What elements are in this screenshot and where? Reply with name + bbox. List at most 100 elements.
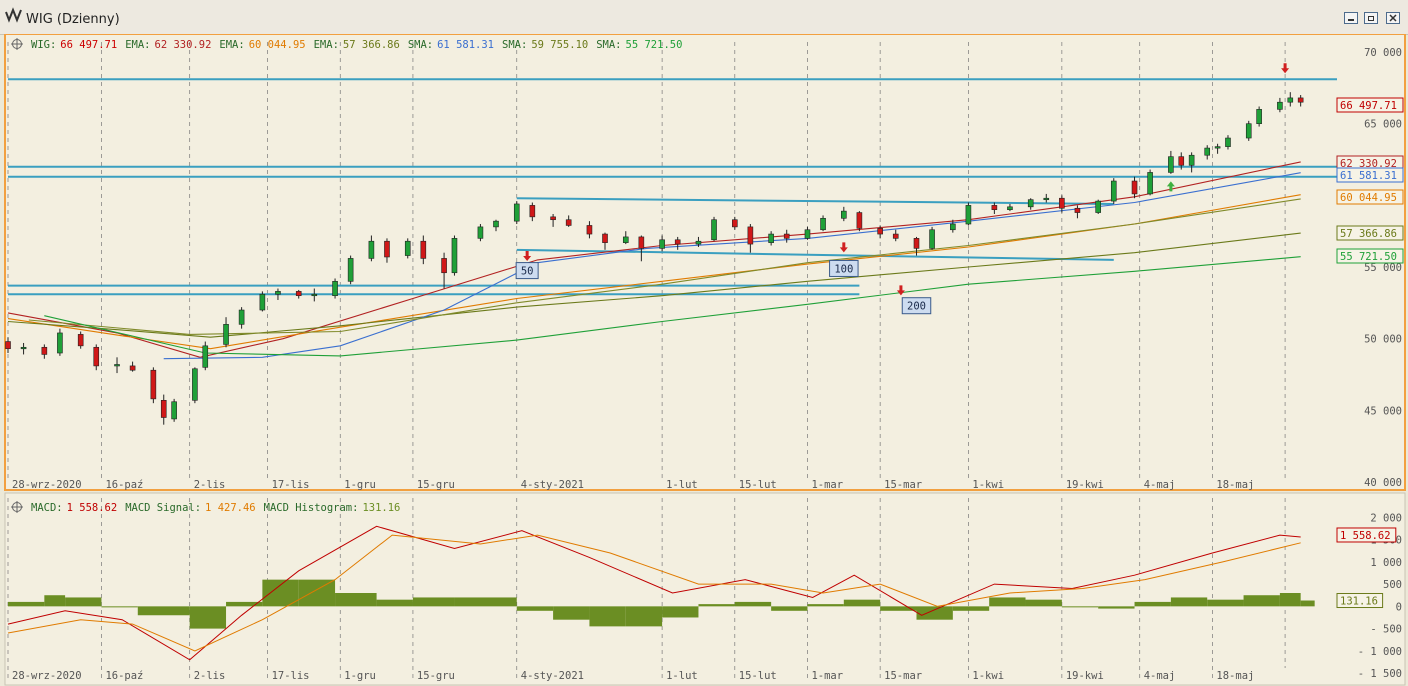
macd-tag-value: 1 558.62 (1340, 530, 1391, 542)
x-tick-label: 1-gru (344, 670, 376, 682)
x-tick-label: 1-kwi (972, 479, 1004, 491)
legend-value: 1 558.62 (67, 502, 118, 514)
ma-badges: 50 100 200 (515, 259, 932, 315)
signal-arrow-down (896, 285, 905, 296)
x-tick-label: 15-gru (417, 670, 455, 682)
histogram-bar (1134, 601, 1171, 607)
x-tick-label: 19-kwi (1066, 670, 1104, 682)
signal-arrow-up (1166, 181, 1175, 192)
candle (477, 224, 484, 242)
ma-period-badge: 200 (901, 297, 932, 315)
price-candles (5, 92, 1304, 425)
price-panel (4, 34, 1406, 491)
legend-value: 62 330.92 (155, 39, 212, 51)
candle (1245, 120, 1252, 141)
candle (20, 342, 27, 355)
candle (550, 213, 556, 227)
x-tick-label: 2-lis (194, 670, 226, 682)
candle (747, 224, 754, 253)
ma-line-ema (7, 161, 1301, 358)
histogram-bar (553, 606, 590, 620)
y-tick-label: 1 000 (1370, 557, 1402, 569)
trend-line[interactable] (516, 197, 1114, 205)
x-tick-label: 4-maj (1144, 670, 1176, 682)
trend-line[interactable] (516, 248, 1114, 261)
price-tag: 61 581.31 (1336, 167, 1404, 183)
price-tag-value: 57 366.86 (1340, 228, 1397, 240)
candle (332, 278, 338, 299)
legend-label: SMA: (596, 39, 621, 51)
macd-signal-line (7, 534, 1301, 652)
candle (638, 235, 645, 262)
histogram-bar (771, 606, 808, 611)
candle (674, 236, 681, 250)
candle (695, 236, 702, 247)
app-icon (5, 7, 22, 23)
legend-value: 55 721.50 (626, 39, 683, 51)
restore-button[interactable] (1364, 12, 1378, 24)
candle (856, 211, 863, 232)
legend-label: MACD Histogram: (264, 502, 359, 514)
candle (420, 235, 427, 265)
histogram-bar (454, 597, 517, 607)
y-tick-label: - 500 (1370, 624, 1402, 636)
close-button[interactable] (1386, 12, 1400, 24)
candle (41, 344, 48, 359)
legend-label: WIG: (31, 39, 56, 51)
price-tag: 55 721.50 (1336, 248, 1404, 264)
candle (1110, 178, 1117, 204)
x-tick-label: 18-maj (1216, 479, 1254, 491)
histogram-bar (262, 579, 299, 607)
legend-value: 60 044.95 (249, 39, 306, 51)
candle (451, 235, 458, 276)
histogram-bar (376, 599, 413, 607)
x-tick-label: 17-lis (272, 670, 310, 682)
price-panel-move-icon[interactable] (11, 38, 23, 50)
macd-tag: 1 558.62 (1336, 527, 1397, 543)
candle (586, 221, 593, 239)
candle (711, 216, 717, 242)
ma-badge-label: 200 (907, 301, 926, 313)
y-tick-label: 40 000 (1364, 477, 1402, 489)
price-legend: WIG: 66 497.71 EMA: 62 330.92 EMA: 60 044.95 E… (31, 39, 682, 51)
horizontal-levels (8, 78, 1337, 296)
x-tick-label: 1-mar (811, 479, 843, 491)
macd-x-axis: 28-wrz-2020 16-paź 2-lis 17-lis 1-gru 15-gru 4… (12, 670, 1254, 682)
candle (441, 252, 447, 289)
candle (768, 231, 774, 246)
candle (404, 238, 411, 259)
minimize-icon (1348, 19, 1354, 21)
ma-badge-label: 100 (834, 263, 853, 275)
histogram-bar (1061, 606, 1099, 608)
window-title: WIG (Dzienny) (26, 12, 120, 27)
x-tick-label: 4-maj (1144, 479, 1176, 491)
y-tick-label: 0 (1396, 601, 1402, 613)
candle (1168, 150, 1174, 174)
x-tick-label: 4-sty-2021 (521, 670, 584, 682)
x-tick-label: 1-mar (811, 670, 843, 682)
price-tag: 60 044.95 (1336, 189, 1404, 205)
price-grid (7, 42, 1286, 482)
x-tick-label: 16-paź (105, 479, 143, 491)
candle (223, 317, 229, 348)
legend-value: 66 497.71 (60, 39, 117, 51)
legend-label: EMA: (314, 39, 339, 51)
minimize-button[interactable] (1344, 12, 1358, 24)
histogram-bar (952, 606, 990, 611)
legend-label: MACD Signal: (125, 502, 201, 514)
x-tick-label: 1-lut (666, 670, 698, 682)
histogram-bar (1279, 593, 1301, 607)
candle (77, 331, 84, 349)
histogram-bar (807, 604, 844, 607)
macd-panel-move-icon[interactable] (11, 501, 23, 513)
price-tag-value: 62 330.92 (1340, 158, 1397, 170)
close-icon (1389, 14, 1397, 22)
candle (295, 289, 302, 299)
candle (238, 307, 245, 329)
histogram-bar (1025, 599, 1062, 607)
histogram-bar (989, 597, 1026, 607)
candle (93, 344, 100, 371)
candle (1188, 152, 1195, 173)
histogram-bar (1170, 597, 1208, 607)
candle (877, 225, 883, 239)
